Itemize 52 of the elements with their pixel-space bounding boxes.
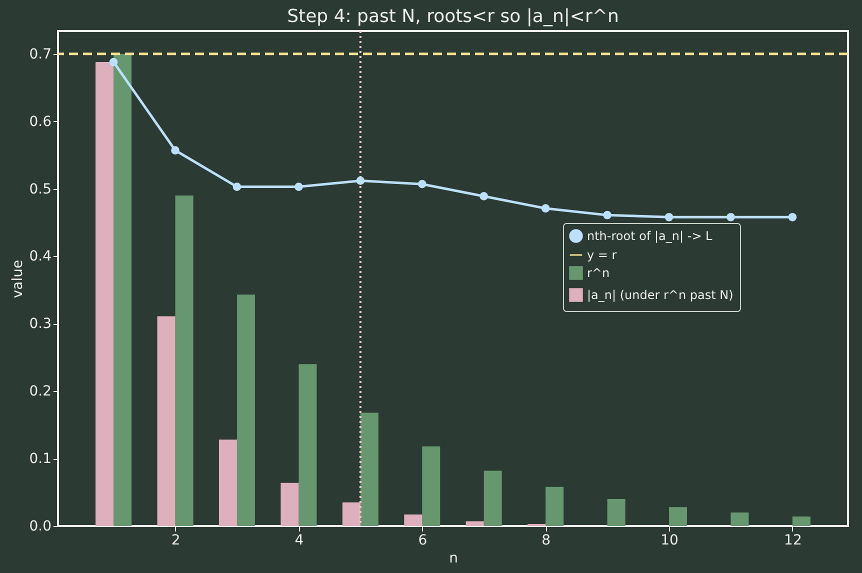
point	[109, 58, 118, 66]
bar	[218, 440, 237, 526]
point	[726, 212, 735, 222]
y-axis-title: value	[10, 260, 26, 298]
point	[788, 212, 797, 222]
bar	[669, 507, 688, 526]
bar	[236, 294, 255, 526]
bar	[157, 316, 176, 526]
chart-title: Step 4: past N, roots<r so |a_n|<r^n	[287, 6, 619, 27]
bar	[360, 412, 378, 526]
legend-label: |a_n| (under r^n past N)	[587, 288, 734, 302]
point	[603, 210, 612, 220]
y-tick-label: 0.5	[29, 181, 52, 198]
x-tick-label: 4	[294, 532, 304, 548]
point	[356, 176, 365, 185]
x-axis-title: n	[449, 550, 458, 566]
x-tick-label: 12	[784, 532, 802, 548]
x-tick-label: 10	[660, 532, 678, 548]
y-tick-label: 0.3	[29, 316, 52, 332]
y-tick-label: 0.2	[29, 384, 52, 400]
y-tick-label: 0.4	[29, 248, 52, 265]
bar	[175, 196, 194, 526]
point	[418, 180, 426, 188]
bar	[792, 516, 810, 526]
y-tick-label: 0.7	[29, 46, 52, 62]
y-tick-label: 0.1	[29, 451, 52, 468]
point	[664, 212, 674, 222]
point	[294, 182, 303, 191]
bar	[484, 470, 502, 526]
legend-label: nth-root of |a_n| -> L	[587, 229, 713, 243]
point	[480, 192, 488, 200]
x-tick-label: 8	[542, 532, 551, 548]
point	[232, 182, 242, 191]
bar	[546, 486, 564, 526]
bar	[298, 364, 317, 526]
x-tick-label: 2	[171, 532, 180, 548]
legend-label: y = r	[587, 248, 617, 262]
x-tick-label: 6	[418, 532, 428, 548]
bar	[342, 502, 360, 526]
bar	[466, 521, 484, 526]
bar	[280, 482, 299, 526]
bar	[422, 446, 440, 526]
y-tick-label: 0.0	[29, 518, 52, 534]
point	[541, 204, 550, 213]
bar	[96, 62, 114, 526]
legend-label: r^n	[587, 266, 610, 280]
bar	[404, 514, 422, 526]
y-tick-label: 0.6	[29, 114, 52, 130]
point	[171, 146, 180, 155]
bar	[730, 512, 749, 526]
bar	[607, 499, 626, 526]
bar	[114, 54, 132, 526]
